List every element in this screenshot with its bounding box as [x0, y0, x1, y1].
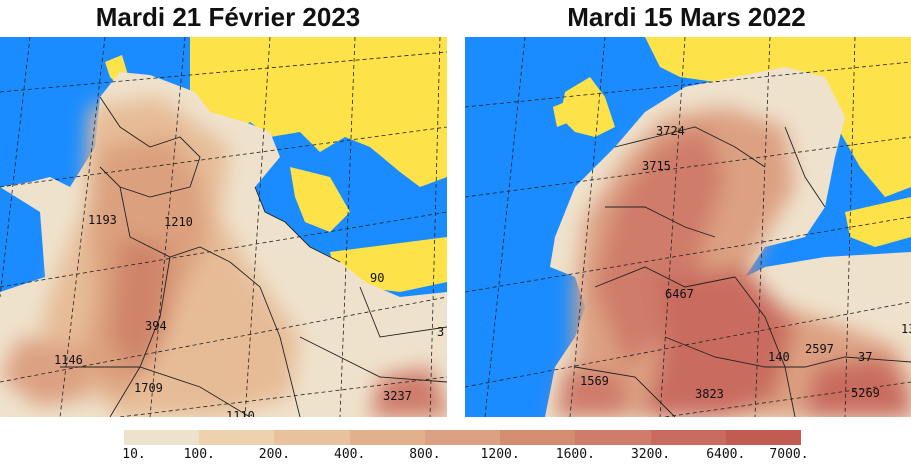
color-legend [124, 430, 801, 445]
left-value-394: 394 [145, 319, 167, 333]
left-value-3: 3 [437, 325, 445, 339]
country-borders [60, 96, 447, 417]
uk-land [560, 77, 615, 137]
balkans-land [290, 167, 350, 232]
legend-swatch [500, 430, 576, 445]
legend-tick-label: 200. [258, 447, 291, 462]
right-value-2597: 2597 [805, 342, 834, 356]
legend-tick-label: 400. [334, 447, 366, 462]
legend-swatch [575, 430, 651, 445]
left-map-title: Mardi 21 Février 2023 [95, 2, 361, 32]
left-value-90: 90 [370, 271, 385, 285]
right-map-title: Mardi 15 Mars 2022 [567, 2, 806, 32]
left-value-1709: 1709 [134, 381, 163, 395]
left-value-1110: 1110 [226, 409, 255, 417]
ireland-land [553, 102, 570, 127]
legend-swatch [725, 430, 801, 445]
legend-tick-label: 1200. [480, 447, 520, 462]
country-borders [574, 126, 911, 417]
left-map: 1193 1210 90 394 1146 1709 3237 3 1110 [0, 37, 447, 417]
legend-tick-label: 100. [183, 447, 215, 462]
legend-tick-label: 3200. [630, 447, 671, 462]
left-value-1210: 1210 [164, 215, 193, 229]
legend-swatch [124, 430, 200, 445]
right-value-140: 140 [768, 350, 790, 364]
right-value-5269: 5269 [851, 386, 880, 400]
right-value-3823: 3823 [695, 387, 724, 401]
legend-swatch [199, 430, 275, 445]
graticule-lines [465, 37, 911, 417]
right-value-37: 37 [858, 350, 873, 364]
right-value-6467: 6467 [665, 287, 694, 301]
left-map-graphic [0, 37, 447, 417]
legend-tick-label: 6400. [706, 447, 746, 462]
graticule-lines [0, 37, 447, 417]
right-value-1569: 1569 [580, 374, 609, 388]
europe-land [645, 37, 911, 197]
legend-swatch [424, 430, 501, 445]
legend-tick-label: 1600. [555, 447, 595, 462]
legend-swatch [650, 430, 726, 445]
right-map: 3724 3715 6467 140 2597 37 1569 3823 526… [465, 37, 911, 417]
legend-tick-label: 7000. [769, 447, 809, 462]
right-map-graphic [465, 37, 911, 417]
right-value-3715: 3715 [642, 159, 671, 173]
legend-swatch [274, 430, 350, 445]
right-value-13: 13 [901, 322, 911, 336]
legend-tick-label: 800. [409, 447, 441, 462]
left-value-1146: 1146 [54, 353, 83, 367]
turkey-land [845, 197, 911, 247]
left-value-3237: 3237 [383, 389, 412, 403]
left-value-1193: 1193 [88, 213, 117, 227]
legend-tick-label: 10. [122, 447, 146, 462]
legend-swatch [349, 430, 425, 445]
right-value-3724: 3724 [656, 124, 685, 138]
europe-land [190, 37, 447, 187]
